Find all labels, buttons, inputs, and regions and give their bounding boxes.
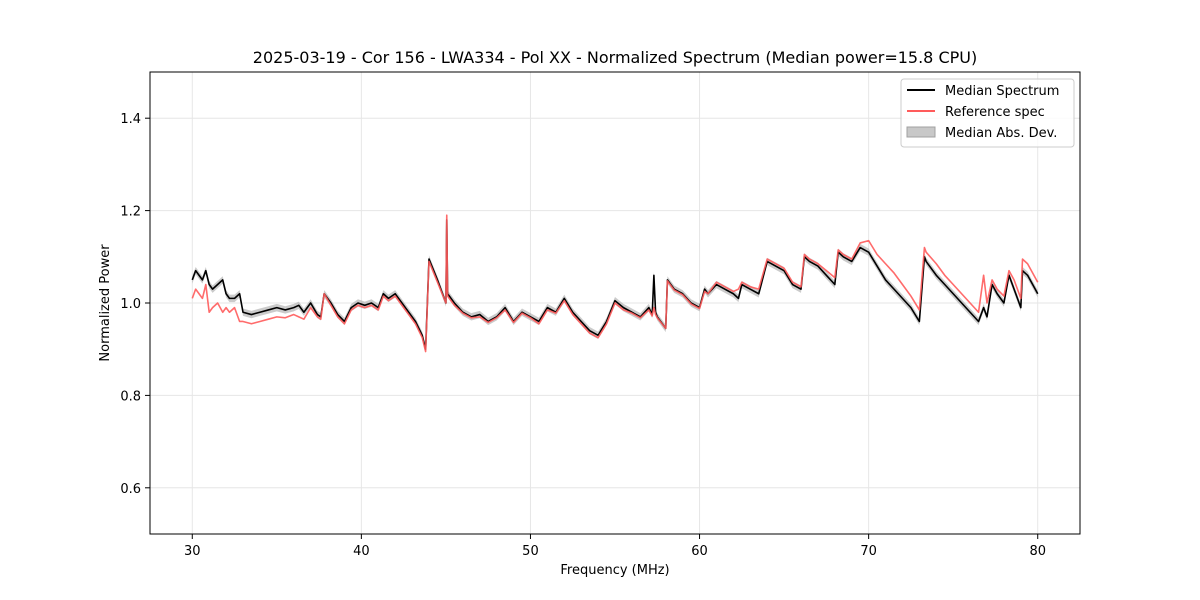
- x-tick-label: 40: [353, 544, 370, 559]
- plot-area: [191, 214, 1039, 353]
- median-spectrum-line: [191, 219, 1039, 351]
- legend-label-median-spectrum: Median Spectrum: [945, 84, 1059, 99]
- x-tick-label: 70: [860, 544, 877, 559]
- y-tick-label: 1.4: [120, 112, 141, 127]
- reference-spec-line: [191, 214, 1039, 353]
- y-axis-label: Normalized Power: [98, 244, 113, 362]
- chart-title: 2025-03-19 - Cor 156 - LWA334 - Pol XX -…: [253, 48, 977, 67]
- legend-label-reference-spec: Reference spec: [945, 105, 1045, 120]
- x-tick-label: 80: [1029, 544, 1046, 559]
- x-tick-label: 30: [184, 544, 201, 559]
- axis-ticks: 30 40 50 60 70 80 0.6 0.8 1.0 1.2 1.4: [120, 112, 1046, 559]
- x-tick-label: 50: [522, 544, 539, 559]
- y-tick-label: 1.2: [120, 205, 141, 220]
- legend: Median Spectrum Reference spec Median Ab…: [900, 78, 1075, 148]
- legend-label-median-abs-dev: Median Abs. Dev.: [945, 126, 1057, 141]
- y-tick-label: 1.0: [120, 297, 141, 312]
- x-axis-label: Frequency (MHz): [560, 563, 669, 578]
- y-tick-label: 0.6: [120, 482, 141, 497]
- legend-box: [900, 78, 1075, 148]
- x-tick-label: 60: [691, 544, 708, 559]
- legend-swatch-median-abs-dev: [906, 126, 936, 138]
- y-tick-label: 0.8: [120, 389, 141, 404]
